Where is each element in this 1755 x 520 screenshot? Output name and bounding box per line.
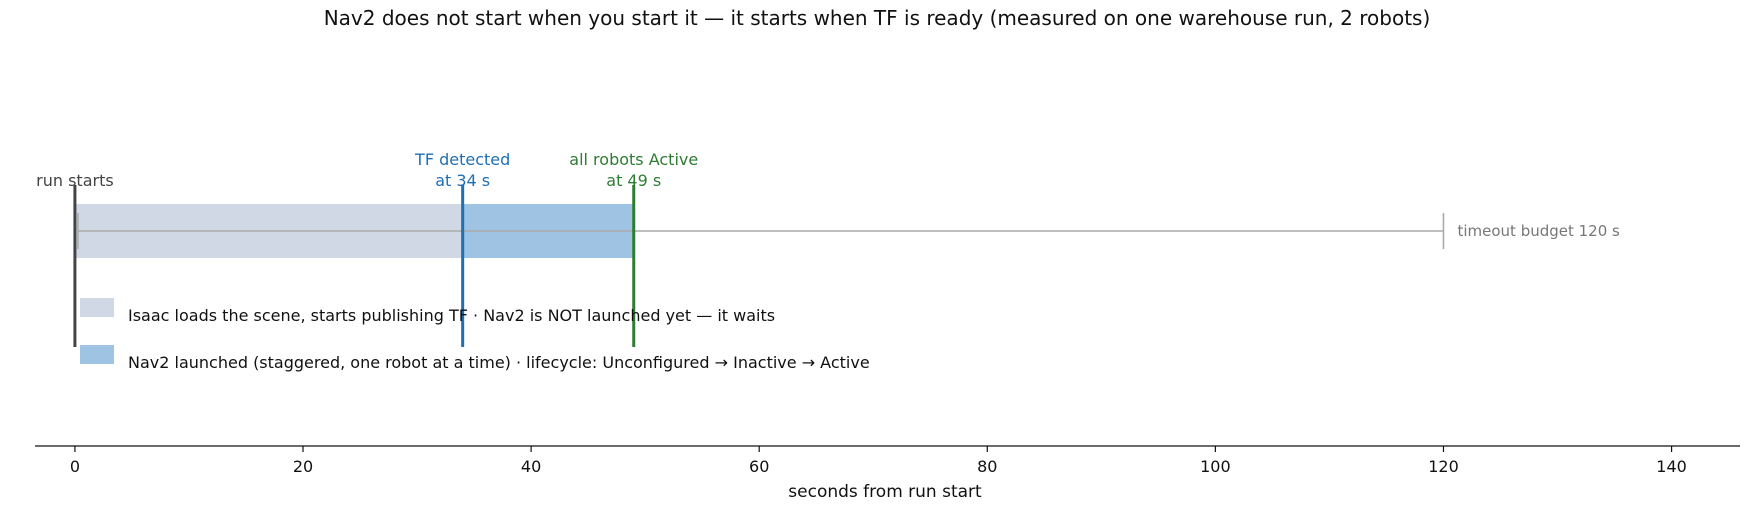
chart-title: Nav2 does not start when you start it — … <box>324 6 1431 30</box>
x-tick-label-140: 140 <box>1656 457 1687 476</box>
x-tick-label-100: 100 <box>1200 457 1231 476</box>
timeout-budget-label: timeout budget 120 s <box>1457 222 1620 240</box>
x-axis: 0 20 40 60 80 100 120 140 <box>35 445 1740 476</box>
x-tick-label-0: 0 <box>70 457 80 476</box>
x-tick-label-80: 80 <box>977 457 997 476</box>
x-tick-label-20: 20 <box>293 457 313 476</box>
legend-swatch-2 <box>80 345 114 364</box>
legend-label-1: Isaac loads the scene, starts publishing… <box>128 306 775 325</box>
legend: Isaac loads the scene, starts publishing… <box>80 298 870 372</box>
tf-detected-marker-label-2: at 34 s <box>435 171 490 190</box>
x-tick-label-120: 120 <box>1428 457 1459 476</box>
x-tick-label-60: 60 <box>749 457 769 476</box>
tf-detected-marker-label-1: TF detected <box>414 150 510 169</box>
legend-label-2: Nav2 launched (staggered, one robot at a… <box>128 353 870 372</box>
run-start-marker-label-1: run starts <box>36 171 114 190</box>
legend-swatch-1 <box>80 298 114 317</box>
robots-active-marker-label-1: all robots Active <box>569 150 698 169</box>
x-tick-label-40: 40 <box>521 457 541 476</box>
robots-active-marker-label-2: at 49 s <box>606 171 661 190</box>
x-axis-label: seconds from run start <box>788 482 982 502</box>
timeout-layer: timeout budget 120 s <box>77 213 1620 249</box>
markers-layer: run starts TF detected at 34 s all robots A… <box>36 150 698 347</box>
